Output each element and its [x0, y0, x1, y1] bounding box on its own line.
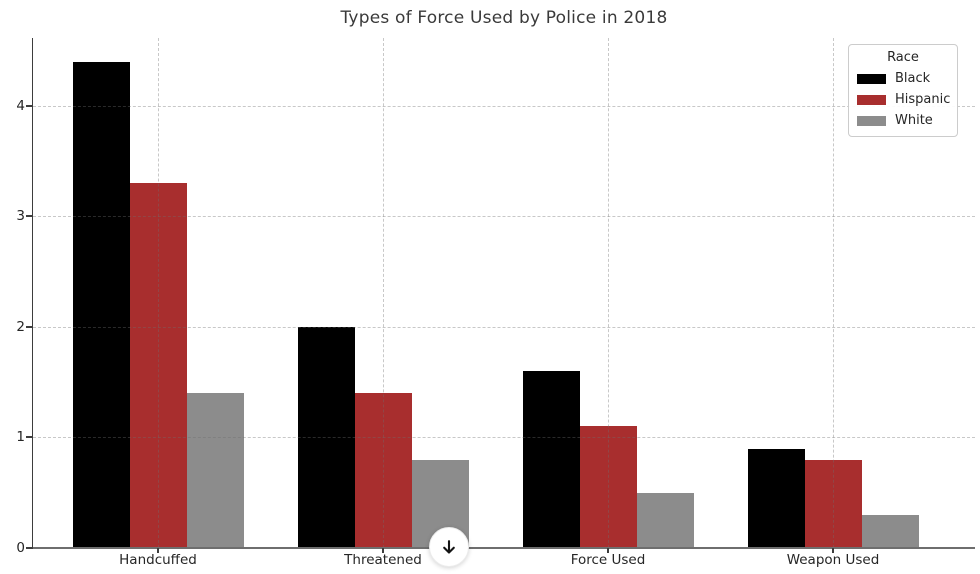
- scroll-down-button[interactable]: [429, 527, 469, 567]
- y-tick-label-2: 2: [16, 318, 25, 335]
- bar-white-weapon-used: [861, 514, 919, 548]
- bar-black-weapon-used: [747, 448, 805, 548]
- y-axis-spine: [31, 38, 34, 549]
- y-tick-label-4: 4: [16, 97, 25, 114]
- h-gridline-3: [33, 216, 975, 218]
- bar-black-force-used: [522, 371, 580, 548]
- bar-white-handcuffed: [186, 393, 244, 548]
- legend-item-hispanic: Hispanic: [857, 92, 951, 107]
- y-tick-label-3: 3: [16, 208, 25, 225]
- bar-hispanic-threatened: [354, 393, 412, 548]
- v-gridline-3: [608, 38, 609, 548]
- x-tick-label-1: Handcuffed: [119, 552, 197, 568]
- down-arrow-icon: [443, 540, 455, 554]
- bar-black-handcuffed: [72, 61, 130, 548]
- legend-swatch-white: [857, 116, 886, 126]
- legend-item-white: White: [857, 114, 949, 128]
- v-gridline-4: [833, 38, 834, 548]
- v-gridline-2: [383, 38, 384, 548]
- h-gridline-4: [33, 105, 975, 107]
- h-gridline-2: [33, 326, 975, 328]
- legend-title: Race: [887, 50, 919, 65]
- legend: Race Black Hispanic White: [848, 44, 958, 137]
- x-tick-mark-2: [382, 548, 384, 553]
- legend-swatch-hispanic: [857, 95, 886, 105]
- y-tick-label-0: 0: [16, 540, 25, 556]
- x-axis-spine: [31, 546, 975, 549]
- y-tick-label-1: 1: [16, 429, 25, 446]
- legend-swatch-black: [857, 74, 886, 84]
- x-tick-mark-4: [832, 548, 834, 553]
- x-tick-mark-1: [157, 548, 159, 553]
- legend-items: Black Hispanic White: [857, 72, 951, 128]
- legend-label-black: Black: [895, 71, 931, 86]
- y-tick-mark-3: [26, 215, 33, 218]
- legend-label-white: White: [895, 113, 933, 128]
- y-tick-mark-4: [26, 104, 33, 107]
- y-tick-mark-0: [26, 547, 33, 549]
- bar-white-force-used: [636, 492, 694, 548]
- y-tick-mark-1: [26, 436, 33, 439]
- chart-title: Types of Force Used by Police in 2018: [340, 8, 668, 28]
- legend-item-black: Black: [857, 72, 949, 86]
- plot-area: [33, 38, 975, 548]
- bar-hispanic-weapon-used: [804, 459, 862, 548]
- x-tick-label-4: Weapon Used: [786, 552, 880, 568]
- y-tick-mark-2: [26, 325, 33, 328]
- h-gridline-1: [33, 437, 975, 439]
- x-tick-mark-3: [607, 548, 609, 553]
- bar-hispanic-handcuffed: [129, 183, 187, 548]
- v-gridline-1: [158, 38, 159, 548]
- bar-black-threatened: [297, 326, 355, 548]
- x-tick-label-2: Threatened: [344, 552, 422, 568]
- legend-label-hispanic: Hispanic: [895, 92, 951, 107]
- x-tick-label-3: Force Used: [570, 552, 646, 568]
- bar-hispanic-force-used: [579, 426, 637, 548]
